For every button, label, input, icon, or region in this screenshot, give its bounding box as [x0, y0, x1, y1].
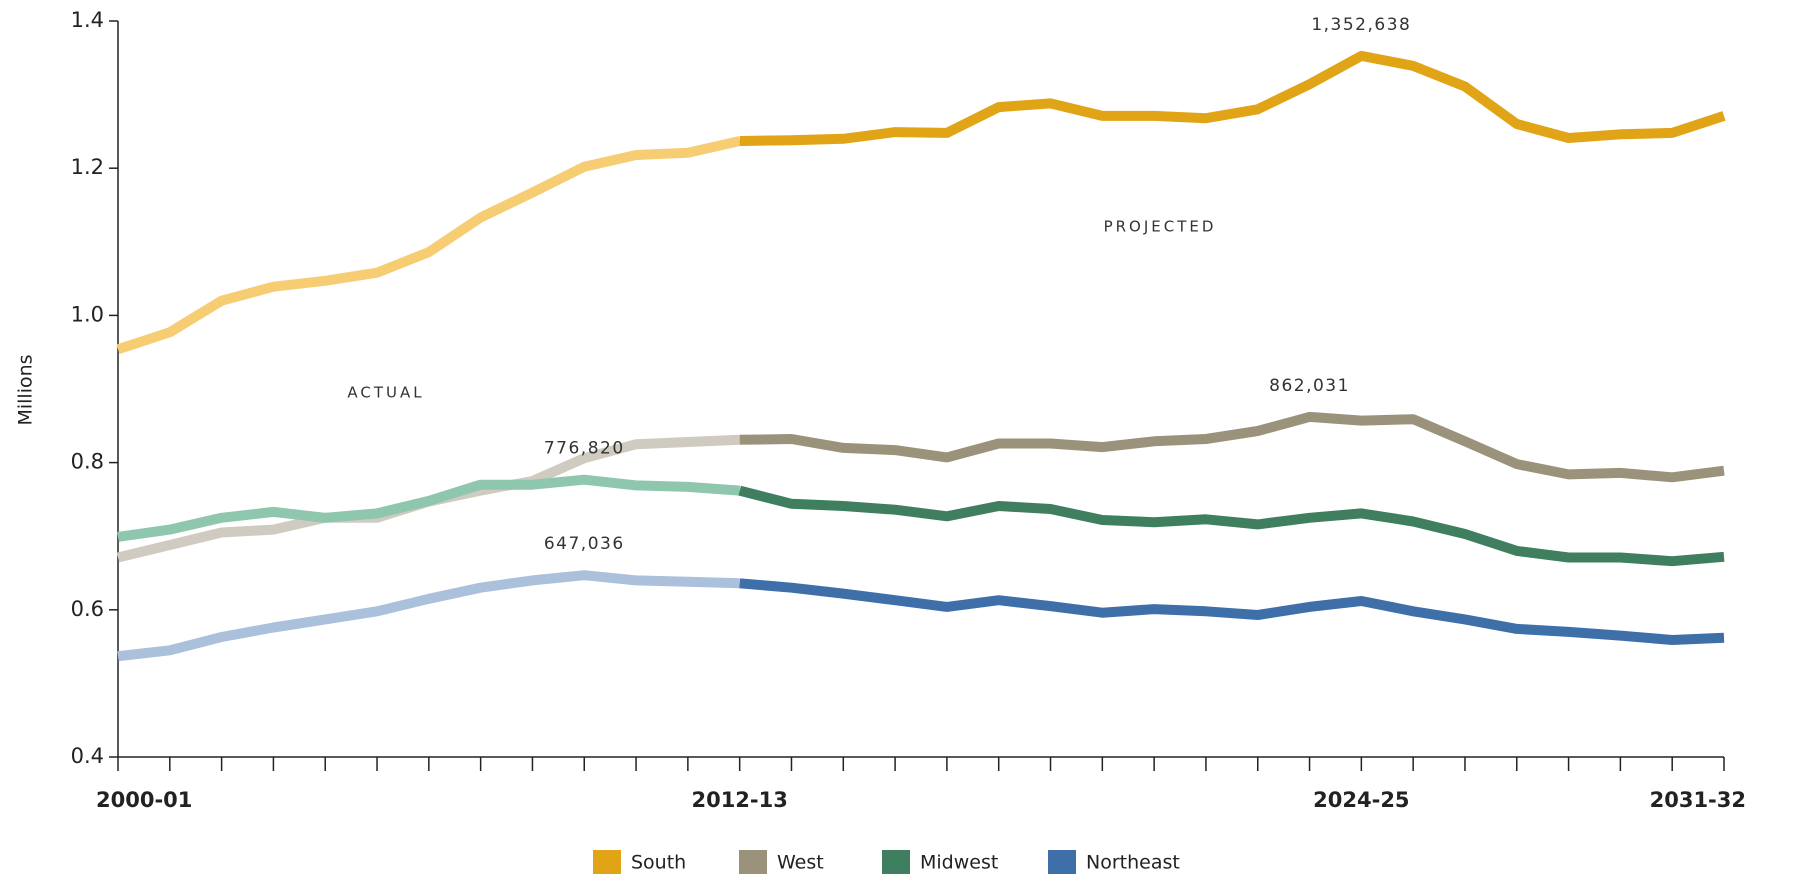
legend-swatch: [882, 850, 910, 874]
value-label: 647,036: [544, 534, 625, 554]
legend-swatch: [593, 850, 621, 874]
y-tick-label: 0.8: [71, 450, 104, 474]
y-tick-label: 0.6: [71, 597, 104, 621]
annotation: PROJECTED: [1104, 218, 1217, 236]
annotation: ACTUAL: [347, 384, 424, 402]
projected-line: [739, 411, 1725, 483]
legend-label: Midwest: [920, 852, 998, 874]
y-tick-label: 1.0: [71, 302, 104, 326]
value-label: 776,820: [544, 439, 625, 459]
legend-swatch: [1048, 850, 1076, 874]
x-tick-label: 2000-01: [96, 788, 192, 812]
y-tick-label: 1.4: [71, 8, 104, 32]
actual-line: [116, 136, 741, 355]
x-tick-label: 2012-13: [691, 788, 787, 812]
projected-line: [739, 578, 1725, 645]
y-tick-label: 0.4: [71, 744, 104, 768]
legend-swatch: [739, 850, 767, 874]
value-label: 862,031: [1269, 376, 1350, 396]
projected-line: [739, 50, 1726, 146]
value-label: 1,352,638: [1311, 15, 1411, 35]
legend-label: South: [631, 852, 686, 874]
y-tick-label: 1.2: [71, 155, 104, 179]
legend-label: Northeast: [1086, 852, 1180, 874]
y-axis-label: Millions: [15, 354, 37, 425]
legend-label: West: [777, 852, 824, 874]
x-tick-label: 2031-32: [1650, 788, 1746, 812]
projected-line: [738, 485, 1725, 567]
actual-line: [117, 474, 741, 542]
x-tick-label: 2024-25: [1313, 788, 1409, 812]
actual-line: [117, 570, 740, 662]
